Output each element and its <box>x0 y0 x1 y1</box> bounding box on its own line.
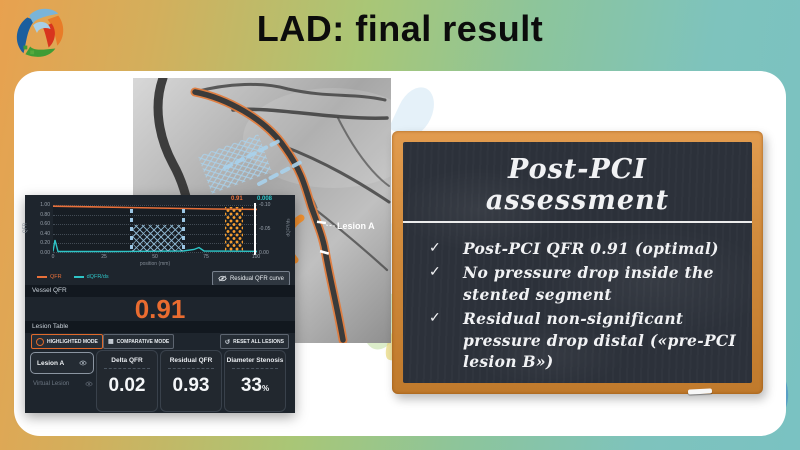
x-tick: 0 <box>51 254 55 260</box>
chalkboard: Post-PCI assessment ✓ Post-PCI QFR 0.91 … <box>392 131 763 394</box>
stent-region-overlay <box>132 225 183 251</box>
x-tick: 75 <box>203 254 209 260</box>
chart-legend: QFR dQFR/ds <box>37 274 109 280</box>
dqfr-series-line <box>53 239 257 253</box>
secondary-axis-ticks: -0.10 -0.05 0.00 <box>259 202 271 256</box>
y-axis-ticks: 1.00 0.80 0.60 0.40 0.20 0.00 <box>40 202 50 256</box>
eye-icon[interactable] <box>79 360 87 366</box>
stent-mesh <box>198 134 272 194</box>
list-item: ✓ Post-PCI QFR 0.91 (optimal) <box>429 239 719 258</box>
lesion-a-label: Lesion A <box>337 221 375 231</box>
lad-vessel-trace <box>190 87 348 343</box>
stent-boundary-markers <box>223 138 303 186</box>
delta-qfr-card: Delta QFR 0.02 <box>96 350 158 412</box>
residual-qfr-card: Residual QFR 0.93 <box>160 350 222 412</box>
chalkboard-surface: Post-PCI assessment ✓ Post-PCI QFR 0.91 … <box>403 142 752 383</box>
comparative-mode-button[interactable]: ▦ COMPARATIVE MODE <box>103 334 175 349</box>
stent-edge-marker <box>130 209 133 251</box>
checkmark-icon: ✓ <box>429 264 441 281</box>
qfr-series-line <box>53 205 257 211</box>
lesion-metrics-row: Lesion A Virtual Lesion Delta QFR 0.02 R… <box>25 350 295 412</box>
stent-edge-marker <box>182 209 185 251</box>
dqfr-legend-swatch <box>73 276 84 278</box>
reset-icon: ↺ <box>224 338 231 346</box>
highlighted-mode-button[interactable]: HIGHLIGHTED MODE <box>31 334 103 349</box>
cursor-dqfr-value: 0.008 <box>257 196 273 202</box>
x-tick: 100 <box>251 254 261 260</box>
grid-icon: ▦ <box>108 339 114 345</box>
x-tick: 25 <box>101 254 107 260</box>
qfr-legend-swatch <box>37 276 47 278</box>
lesion-boundary-ticks <box>316 220 330 255</box>
virtual-lesion-row[interactable]: Virtual Lesion <box>33 381 93 387</box>
checkmark-icon: ✓ <box>429 310 441 327</box>
lesion-table-header: Lesion Table <box>25 321 295 333</box>
congress-logo-icon <box>8 4 66 62</box>
x-axis-label: position (mm) <box>139 261 171 267</box>
vessel-qfr-value: 0.91 <box>134 294 186 324</box>
page-title: LAD: final result <box>256 8 544 49</box>
residual-lesion-overlay <box>225 207 243 251</box>
lesion-leader-line <box>325 224 336 227</box>
board-bullet-list: ✓ Post-PCI QFR 0.91 (optimal) ✓ No press… <box>429 238 738 375</box>
eye-off-icon <box>218 275 227 282</box>
position-cursor[interactable] <box>254 203 256 255</box>
x-tick: 50 <box>152 254 158 260</box>
cursor-qfr-value: 0.91 <box>231 196 243 202</box>
eye-icon[interactable] <box>85 381 93 387</box>
qfr-software-panel: QFR 1.00 0.80 0.60 0.40 0.20 0.00 0.91 0… <box>22 195 295 413</box>
secondary-axis-label: dQFR/ds <box>285 218 291 237</box>
list-item: ✓ Residual non-significant pressure drop… <box>429 309 737 371</box>
vessel-qfr-header: Vessel QFR <box>25 285 295 297</box>
reset-all-lesions-button[interactable]: ↺ RESET ALL LESIONS <box>219 334 289 349</box>
lesion-a-row[interactable]: Lesion A <box>30 352 94 374</box>
list-item: ✓ No pressure drop inside the stented se… <box>429 263 714 304</box>
board-title: Post-PCI assessment <box>403 154 752 223</box>
y-axis-label: QFR <box>22 222 29 234</box>
diameter-stenosis-card: Diameter Stenosis 33% <box>224 350 286 412</box>
circle-icon <box>36 337 44 346</box>
residual-qfr-curve-button[interactable]: Residual QFR curve <box>211 271 290 286</box>
checkmark-icon: ✓ <box>429 240 441 256</box>
